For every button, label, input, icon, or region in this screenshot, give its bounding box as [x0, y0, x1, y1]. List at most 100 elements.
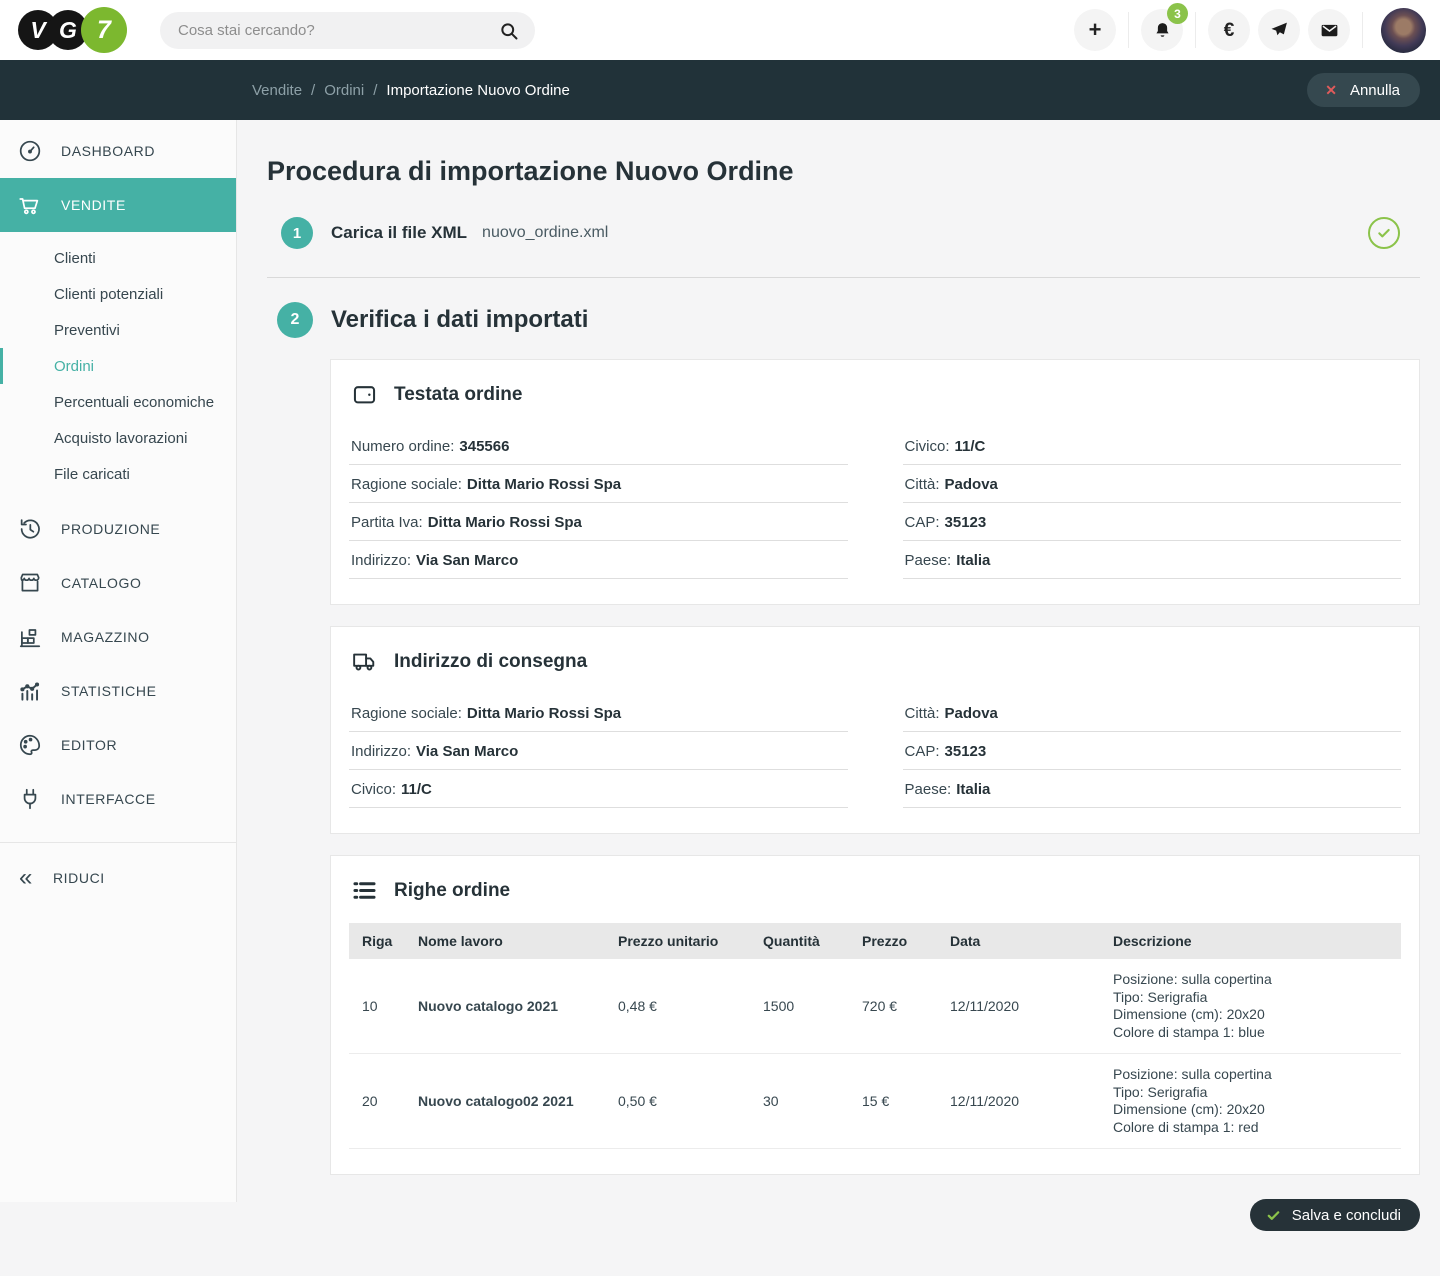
plug-icon [17, 786, 43, 812]
search-icon[interactable] [499, 21, 519, 41]
bar-chart-icon [17, 678, 43, 704]
notification-badge: 3 [1167, 3, 1188, 24]
card-title: Indirizzo di consegna [394, 651, 587, 673]
field-value: Via San Marco [416, 552, 518, 569]
topbar-divider [1128, 12, 1129, 48]
step-1-number: 1 [281, 217, 313, 249]
sidebar-collapse-button[interactable]: « RIDUCI [0, 853, 236, 903]
gauge-icon [17, 138, 43, 164]
field-value: 35123 [945, 514, 987, 531]
breadcrumb-ordini[interactable]: Ordini [324, 82, 364, 99]
column-header-riga: Riga [349, 923, 410, 959]
step-divider [267, 277, 1420, 278]
cell-prezzo-unitario: 0,50 € [610, 1054, 755, 1149]
mail-button[interactable] [1308, 9, 1350, 51]
field-value: Via San Marco [416, 743, 518, 760]
card-header: Righe ordine [351, 877, 1401, 904]
sidebar-item-editor[interactable]: EDITOR [0, 718, 236, 772]
shop-icon [17, 570, 43, 596]
sidebar-item-interfacce[interactable]: INTERFACCE [0, 772, 236, 826]
field-label: Ragione sociale: [351, 705, 462, 722]
cell-quantita: 30 [755, 1054, 854, 1149]
sidebar-item-produzione[interactable]: PRODUZIONE [0, 502, 236, 556]
sidebar-item-label: EDITOR [61, 737, 117, 753]
field-value: Ditta Mario Rossi Spa [467, 476, 621, 493]
search-input[interactable] [176, 21, 499, 40]
field-citta: Città:Padova [903, 694, 1402, 732]
cell-prezzo: 15 € [854, 1054, 942, 1149]
field-value: 11/C [955, 438, 986, 455]
column-header-prezzo-unitario: Prezzo unitario [610, 923, 755, 959]
add-button[interactable]: + [1074, 9, 1116, 51]
field-value: Padova [945, 705, 998, 722]
card-title: Righe ordine [394, 880, 510, 902]
chevrons-left-icon: « [19, 866, 33, 890]
step-2: 2 Verifica i dati importati [267, 302, 1420, 338]
truck-icon [351, 648, 378, 675]
cancel-button[interactable]: ✕ Annulla [1307, 73, 1420, 107]
save-and-finish-button[interactable]: Salva e concludi [1250, 1199, 1420, 1231]
sidebar-divider [0, 842, 236, 843]
field-value: Italia [956, 781, 990, 798]
column-header-descrizione: Descrizione [1105, 923, 1401, 959]
field-label: Partita Iva: [351, 514, 423, 531]
user-avatar[interactable] [1381, 8, 1426, 53]
sidebar-item-file-caricati[interactable]: File caricati [0, 456, 236, 492]
sidebar-item-dashboard[interactable]: DASHBOARD [0, 124, 236, 178]
sidebar-item-acquisto-lavorazioni[interactable]: Acquisto lavorazioni [0, 420, 236, 456]
currency-button[interactable]: € [1208, 9, 1250, 51]
testata-left-column: Numero ordine:345566 Ragione sociale:Dit… [349, 427, 848, 579]
sub-item-label: Percentuali economiche [54, 394, 214, 411]
cell-descrizione: Posizione: sulla copertina Tipo: Serigra… [1105, 1054, 1401, 1149]
step-1-complete-icon [1368, 217, 1400, 249]
cell-riga: 10 [349, 959, 410, 1054]
logo-letter-7: 7 [81, 7, 127, 53]
sidebar-item-catalogo[interactable]: CATALOGO [0, 556, 236, 610]
sidebar-item-percentuali-economiche[interactable]: Percentuali economiche [0, 384, 236, 420]
card-testata-ordine: Testata ordine Numero ordine:345566 Ragi… [330, 359, 1420, 605]
footer-actions: Salva e concludi [267, 1199, 1420, 1231]
field-label: Paese: [905, 552, 952, 569]
main-content: Procedura di importazione Nuovo Ordine 1… [237, 120, 1440, 1276]
field-value: Ditta Mario Rossi Spa [428, 514, 582, 531]
step-1-label: Carica il file XML [331, 223, 467, 243]
field-paese: Paese:Italia [903, 770, 1402, 808]
collapse-label: RIDUCI [53, 870, 105, 886]
plus-icon: + [1089, 19, 1102, 41]
app-logo[interactable]: V G 7 [18, 6, 148, 54]
field-indirizzo: Indirizzo:Via San Marco [349, 541, 848, 579]
topbar: V G 7 + 3 € [0, 0, 1440, 60]
shelves-icon [17, 624, 43, 650]
sidebar-item-preventivi[interactable]: Preventivi [0, 312, 236, 348]
sidebar-item-clienti[interactable]: Clienti [0, 240, 236, 276]
sidebar-item-statistiche[interactable]: STATISTICHE [0, 664, 236, 718]
sidebar-item-label: MAGAZZINO [61, 629, 150, 645]
card-header: Indirizzo di consegna [351, 648, 1401, 675]
column-header-nome-lavoro: Nome lavoro [410, 923, 610, 959]
breadcrumb-bar: Vendite / Ordini / Importazione Nuovo Or… [0, 60, 1440, 120]
cell-data: 12/11/2020 [942, 1054, 1105, 1149]
sidebar-item-label: CATALOGO [61, 575, 142, 591]
global-search [160, 12, 535, 49]
card-righe-ordine: Righe ordine Riga Nome lavoro Prezzo uni… [330, 855, 1420, 1175]
field-paese: Paese:Italia [903, 541, 1402, 579]
field-numero-ordine: Numero ordine:345566 [349, 427, 848, 465]
sidebar-item-ordini[interactable]: Ordini [0, 348, 236, 384]
sidebar-item-clienti-potenziali[interactable]: Clienti potenziali [0, 276, 236, 312]
breadcrumb-vendite[interactable]: Vendite [252, 82, 302, 99]
field-cap: CAP:35123 [903, 732, 1402, 770]
send-button[interactable] [1258, 9, 1300, 51]
sidebar-item-magazzino[interactable]: MAGAZZINO [0, 610, 236, 664]
notifications-button[interactable]: 3 [1141, 9, 1183, 51]
save-button-label: Salva e concludi [1292, 1207, 1401, 1224]
sub-item-label: Acquisto lavorazioni [54, 430, 187, 447]
euro-icon: € [1224, 21, 1235, 40]
card-title: Testata ordine [394, 384, 522, 406]
cell-quantita: 1500 [755, 959, 854, 1054]
table-row: 10 Nuovo catalogo 2021 0,48 € 1500 720 €… [349, 959, 1401, 1054]
field-label: CAP: [905, 743, 940, 760]
palette-icon [17, 732, 43, 758]
cell-riga: 20 [349, 1054, 410, 1149]
sidebar-item-vendite[interactable]: VENDITE [0, 178, 236, 232]
field-citta: Città:Padova [903, 465, 1402, 503]
